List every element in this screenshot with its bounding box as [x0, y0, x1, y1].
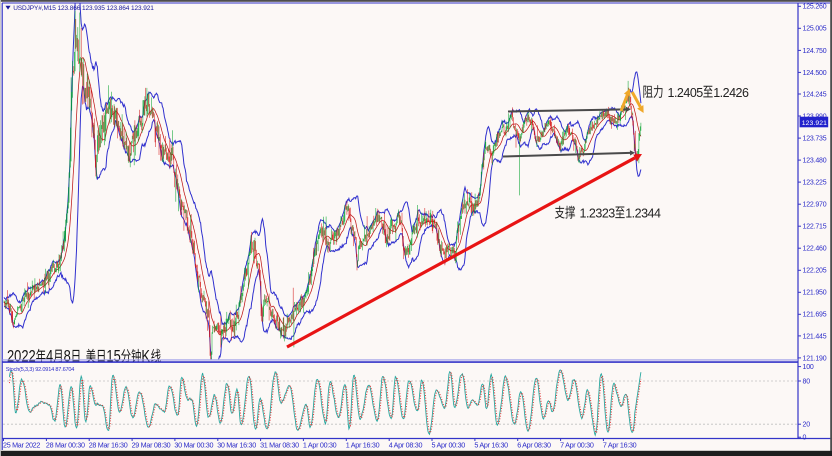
svg-text:20: 20 — [803, 422, 811, 429]
svg-text:123.225: 123.225 — [803, 180, 827, 187]
svg-text:5 Apr 00:30: 5 Apr 00:30 — [432, 440, 466, 449]
svg-text:0: 0 — [803, 435, 807, 442]
svg-text:25 Mar 2022: 25 Mar 2022 — [3, 440, 40, 449]
svg-text:122.970: 122.970 — [803, 202, 827, 209]
svg-text:80: 80 — [803, 378, 811, 385]
svg-text:1.2344: 1.2344 — [625, 207, 661, 221]
svg-text:15: 15 — [106, 348, 120, 366]
svg-text:1.2426: 1.2426 — [713, 86, 749, 100]
svg-text:4: 4 — [46, 348, 53, 366]
svg-text:123.735: 123.735 — [803, 136, 827, 143]
svg-text:121.190: 121.190 — [803, 355, 827, 362]
svg-text:7 Apr 00:30: 7 Apr 00:30 — [560, 440, 594, 449]
svg-text:100: 100 — [803, 364, 814, 371]
svg-text:4 Apr 08:30: 4 Apr 08:30 — [389, 440, 423, 449]
svg-text:30 Mar 16:30: 30 Mar 16:30 — [217, 440, 256, 449]
svg-text:125.260: 125.260 — [803, 4, 827, 11]
svg-text:6 Apr 08:30: 6 Apr 08:30 — [517, 440, 551, 449]
svg-text:121.950: 121.950 — [803, 290, 827, 297]
svg-text:1 Apr 16:30: 1 Apr 16:30 — [346, 440, 380, 449]
svg-text:122.715: 122.715 — [803, 224, 827, 231]
svg-text:7 Apr 16:30: 7 Apr 16:30 — [603, 440, 637, 449]
svg-text:1.2405: 1.2405 — [668, 86, 704, 100]
svg-text:122.460: 122.460 — [803, 246, 827, 253]
svg-text:124.245: 124.245 — [803, 91, 827, 98]
svg-text:1 Apr 00:30: 1 Apr 00:30 — [303, 440, 337, 449]
svg-text:121.445: 121.445 — [803, 333, 827, 340]
svg-text:2022: 2022 — [7, 348, 36, 366]
svg-text:124.500: 124.500 — [803, 70, 827, 77]
svg-text:5 Apr 16:30: 5 Apr 16:30 — [474, 440, 508, 449]
svg-text:124.750: 124.750 — [803, 48, 827, 55]
svg-text:29 Mar 08:30: 29 Mar 08:30 — [132, 440, 171, 449]
svg-text:122.205: 122.205 — [803, 268, 827, 275]
svg-text:31 Mar 08:30: 31 Mar 08:30 — [260, 440, 299, 449]
svg-text:28 Mar 16:30: 28 Mar 16:30 — [89, 440, 128, 449]
svg-text:28 Mar 00:30: 28 Mar 00:30 — [46, 440, 85, 449]
svg-text:USDJPY#,M15 123.866 123.935 1: USDJPY#,M15 123.866 123.935 123.864 123.… — [13, 5, 154, 12]
svg-text:Stoch(5,3,3) 92.0914 87.6704: Stoch(5,3,3) 92.0914 87.6704 — [6, 367, 75, 373]
svg-text:125.005: 125.005 — [803, 26, 827, 33]
svg-text:8: 8 — [64, 348, 71, 366]
svg-text:K: K — [141, 348, 150, 366]
svg-text:121.695: 121.695 — [803, 312, 827, 319]
svg-text:123.921: 123.921 — [802, 120, 827, 127]
svg-text:30 Mar 00:30: 30 Mar 00:30 — [174, 440, 213, 449]
svg-text:1.2323: 1.2323 — [580, 207, 616, 221]
svg-text:123.480: 123.480 — [803, 158, 827, 165]
